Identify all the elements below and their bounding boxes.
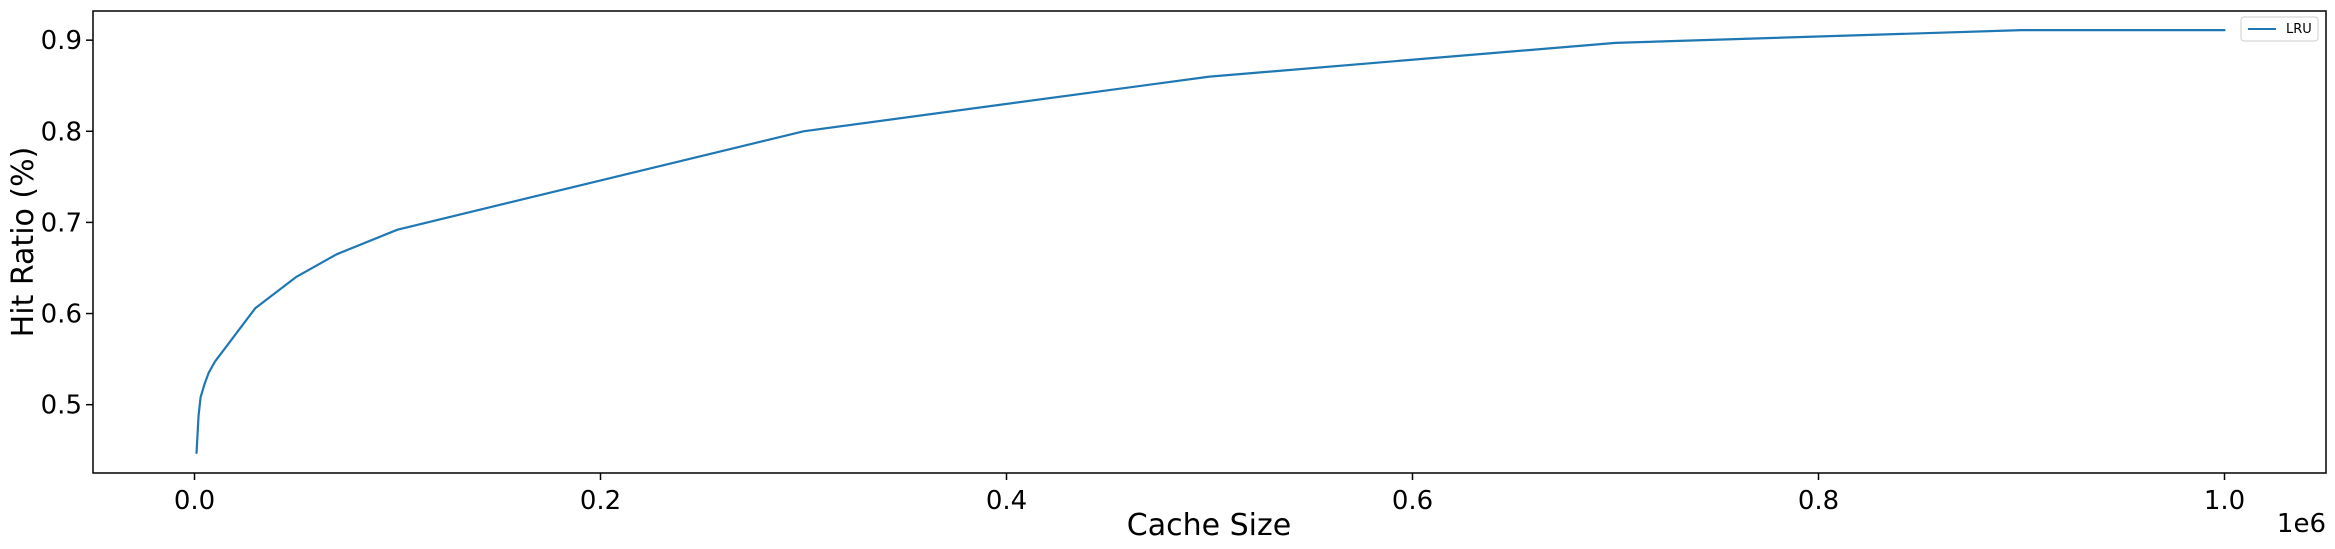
y-axis-title: Hit Ratio (%) xyxy=(6,147,41,338)
x-axis-offset-label: 1e6 xyxy=(2277,509,2326,539)
y-tick-label: 0.6 xyxy=(41,300,82,330)
y-tick-label: 0.8 xyxy=(41,117,82,147)
y-axis-ticks: 0.5 0.6 0.7 0.8 0.9 xyxy=(41,26,93,421)
series-layer xyxy=(195,29,2226,455)
x-tick-label: 1.0 xyxy=(2204,486,2245,516)
x-axis-title: Cache Size xyxy=(1127,508,1291,543)
plot-area xyxy=(92,10,2327,474)
x-tick-label: 0.0 xyxy=(174,486,215,516)
x-tick-label: 0.8 xyxy=(1798,486,1839,516)
legend-label-lru: LRU xyxy=(2286,22,2312,37)
x-tick-label: 0.4 xyxy=(986,486,1027,516)
y-tick-label: 0.9 xyxy=(41,26,82,56)
y-tick-label: 0.7 xyxy=(41,208,82,238)
legend: LRU xyxy=(2240,16,2319,42)
series-line-lru xyxy=(195,29,2226,455)
y-tick-label: 0.5 xyxy=(41,391,82,421)
legend-box xyxy=(2240,16,2319,42)
x-tick-label: 0.2 xyxy=(580,486,621,516)
x-axis-ticks: 0.0 0.2 0.4 0.6 0.8 1.0 xyxy=(174,473,2245,516)
x-tick-label: 0.6 xyxy=(1392,486,1433,516)
